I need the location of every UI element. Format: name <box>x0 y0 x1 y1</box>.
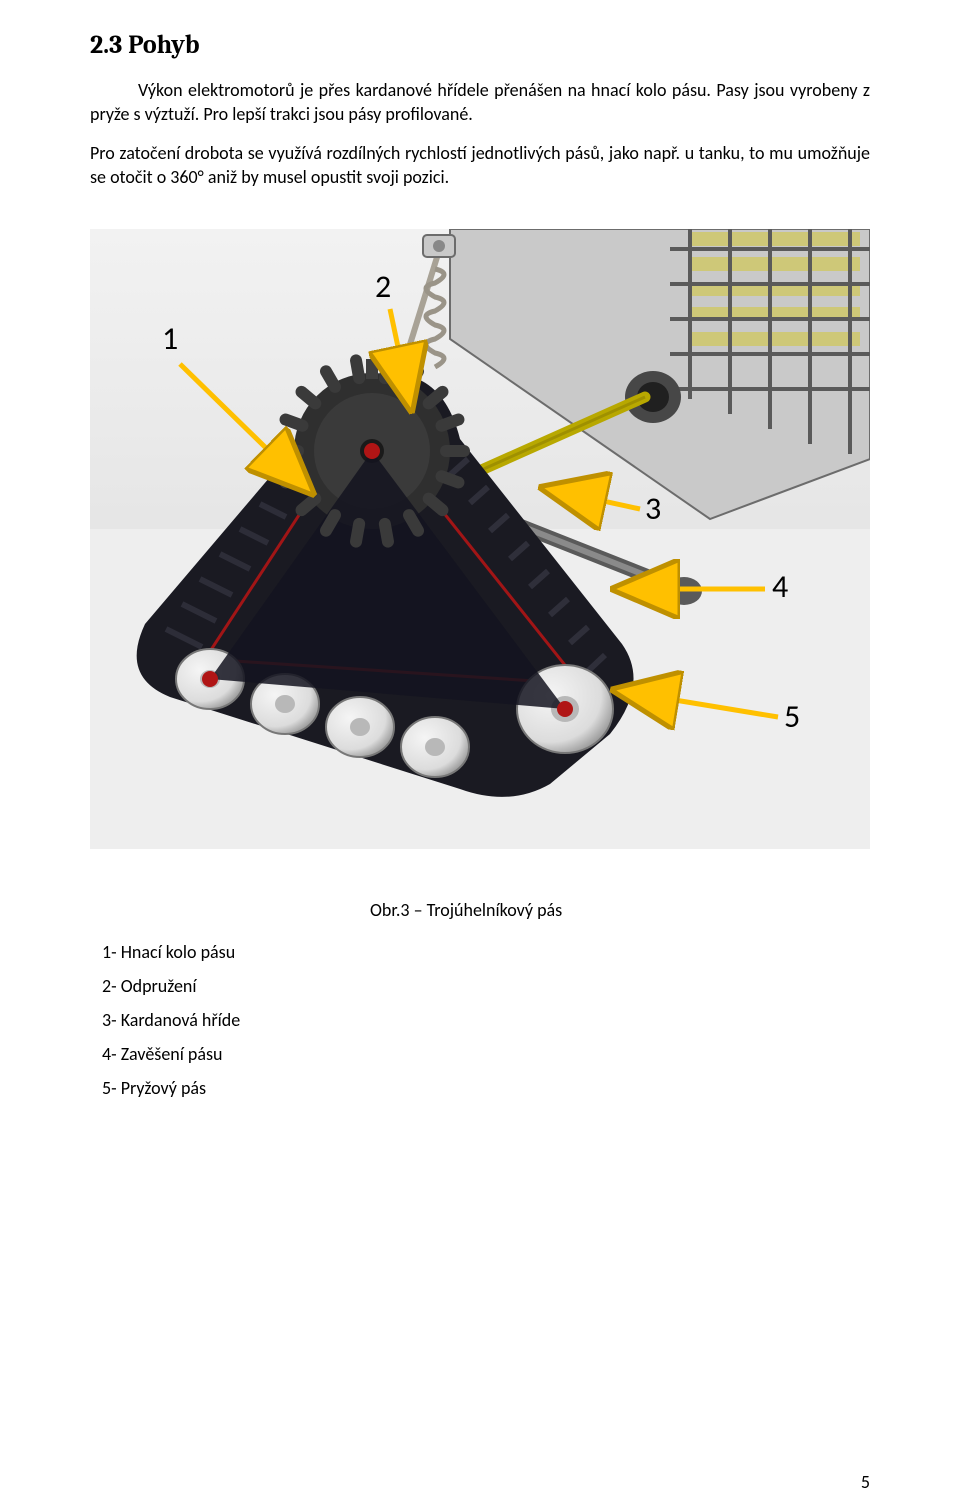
callout-4: 4 <box>772 567 788 606</box>
legend-item-5: 5- Pryžový pás <box>102 1077 870 1099</box>
legend-item-1: 1- Hnací kolo pásu <box>102 941 870 963</box>
document-page: 2.3 Pohyb Výkon elektromotorů je přes ka… <box>0 0 960 1511</box>
paragraph-2: Pro zatočení drobota se využívá rozdílný… <box>90 141 870 190</box>
figure-legend: 1- Hnací kolo pásu 2- Odpružení 3- Kardano… <box>102 941 870 1099</box>
callout-2: 2 <box>375 267 391 306</box>
legend-item-2: 2- Odpružení <box>102 975 870 997</box>
paragraph-1: Výkon elektromotorů je přes kardanové hř… <box>90 78 870 127</box>
legend-item-3: 3- Kardanová hříde <box>102 1009 870 1031</box>
page-number: 5 <box>861 1471 870 1493</box>
callout-1: 1 <box>162 319 178 358</box>
figure-caption: Obr.3 – Trojúhelníkový pás <box>370 899 870 921</box>
section-heading: 2.3 Pohyb <box>90 30 870 60</box>
figure-track-assembly: 1 2 3 4 5 <box>90 229 870 849</box>
figure-svg <box>90 229 870 849</box>
callout-3: 3 <box>645 489 661 528</box>
legend-item-4: 4- Zavěšení pásu <box>102 1043 870 1065</box>
callout-5: 5 <box>784 697 800 736</box>
